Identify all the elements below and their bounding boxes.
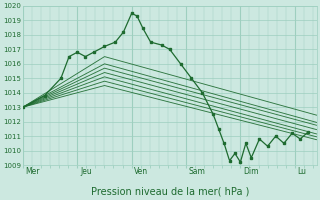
Text: Lu: Lu (298, 167, 307, 176)
Text: Dim: Dim (243, 167, 259, 176)
Text: Sam: Sam (189, 167, 206, 176)
X-axis label: Pression niveau de la mer( hPa ): Pression niveau de la mer( hPa ) (91, 187, 249, 197)
Text: Ven: Ven (134, 167, 148, 176)
Text: Jeu: Jeu (80, 167, 92, 176)
Text: Mer: Mer (26, 167, 40, 176)
